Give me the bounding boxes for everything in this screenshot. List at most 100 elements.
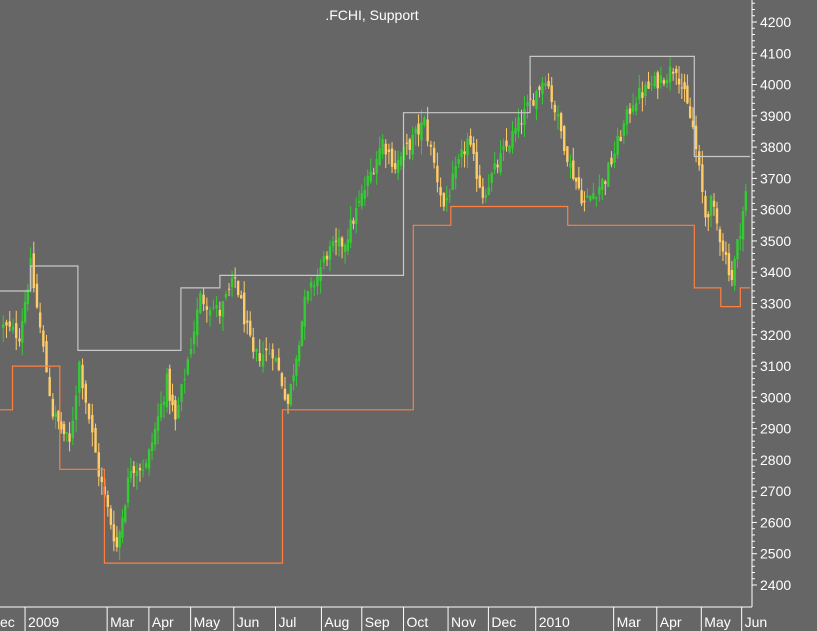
candle-up [183,379,186,381]
candle-up [493,163,496,170]
candle-up [331,241,335,247]
candle-down [619,136,622,141]
candle-up [631,105,635,112]
candle-down [57,410,60,422]
candle-up [153,428,157,445]
candle-down [227,288,231,290]
y-tick-label: 2600 [760,514,791,530]
candle-down [442,192,446,207]
candle-down [393,163,397,170]
candle-down [243,292,246,325]
candle-up [613,153,616,163]
candle-down [724,251,728,256]
candle-down [604,181,607,184]
chart-title: .FCHI, Support [325,7,418,23]
candle-up [541,82,544,95]
candle-up [208,310,212,316]
candle-down [174,400,177,420]
candle-up [360,193,363,207]
candle-up [135,470,139,477]
candle-up [508,145,511,152]
candle-down [233,277,237,279]
candle-up [295,358,298,376]
candle-down [718,229,722,243]
candle-up [607,162,610,187]
candle-up [212,307,215,309]
candle-down [628,108,632,114]
x-tick-label: May [194,614,220,630]
candle-down [707,214,710,218]
candle-down [532,100,535,106]
support-line [0,205,750,564]
candle-down [205,306,209,310]
candle-down [583,200,586,203]
candle-up [23,301,27,323]
y-tick-label: 3400 [760,264,791,280]
candle-down [42,330,45,347]
candle-up [274,358,277,362]
candle-down [325,255,329,260]
y-tick-label: 3100 [760,358,791,374]
candle-up [665,79,669,84]
candle-down [505,140,508,147]
candle-up [381,139,384,155]
candle-down [246,320,249,323]
candle-down [538,86,541,91]
candle-up [300,321,304,346]
candle-down [94,427,97,453]
candle-up [129,470,132,479]
candle-down [51,398,55,417]
candle-up [54,413,57,417]
candle-down [8,321,11,327]
candle-up [230,277,234,288]
candle-up [150,442,154,452]
candle-up [369,171,372,182]
candle-down [580,190,583,204]
candle-up [733,258,736,286]
candle-down [426,119,429,142]
candle-down [417,123,420,135]
candle-up [26,288,30,305]
candle-down [68,433,71,442]
candle-down [610,157,613,165]
candle-up [357,201,361,203]
candle-down [277,357,281,371]
candle-down [334,240,338,242]
candle-down [520,123,523,125]
x-tick-label: ec [0,614,15,630]
candle-up [215,305,218,309]
y-tick-label: 2700 [760,483,791,499]
candle-down [675,68,678,73]
candle-down [115,537,119,548]
y-axis: 2400 2500 2600 2700 2800 2900 3000 3100 3200 3300… [751,0,791,607]
candle-up [268,353,271,355]
candle-up [457,159,460,164]
candle-down [97,452,100,477]
candle-down [171,394,174,406]
candle-up [535,90,538,110]
candle-up [180,384,183,402]
candle-down [239,295,243,299]
candle-down [563,126,566,152]
candle-up [2,324,5,328]
x-tick-label: Apr [152,614,174,630]
y-tick-label: 2800 [760,452,791,468]
candle-down [138,467,142,471]
candle-down [91,415,94,433]
candle-down [680,87,684,89]
candle-up [744,191,748,211]
candle-up [126,477,130,503]
candle-up [709,195,713,216]
candle-up [297,345,301,362]
x-tick-label: Apr [660,614,682,630]
candle-down [436,165,439,183]
candle-up [499,153,502,173]
candle-down [691,120,695,128]
candle-down [701,164,704,193]
candle-down [35,283,39,308]
candle-down [5,322,8,326]
candle-up [502,146,505,151]
candle-up [420,122,423,141]
candle-up [592,193,595,200]
